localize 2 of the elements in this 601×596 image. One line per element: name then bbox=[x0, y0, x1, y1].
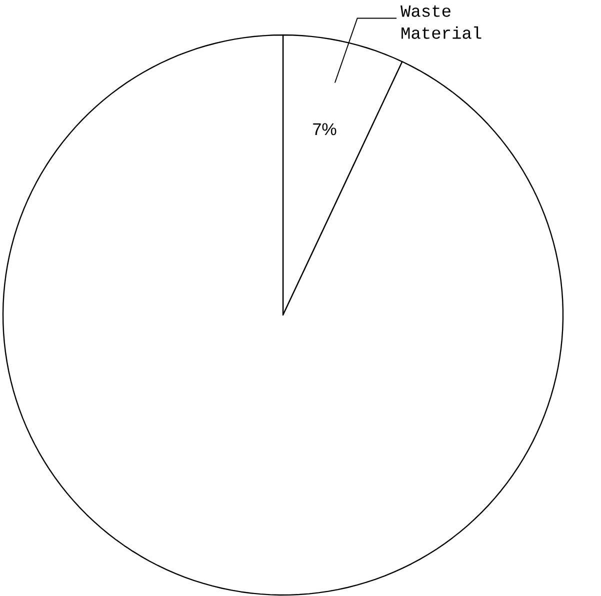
data-label: 7% bbox=[313, 123, 336, 136]
slice-label: Waste Material bbox=[400, 5, 482, 39]
